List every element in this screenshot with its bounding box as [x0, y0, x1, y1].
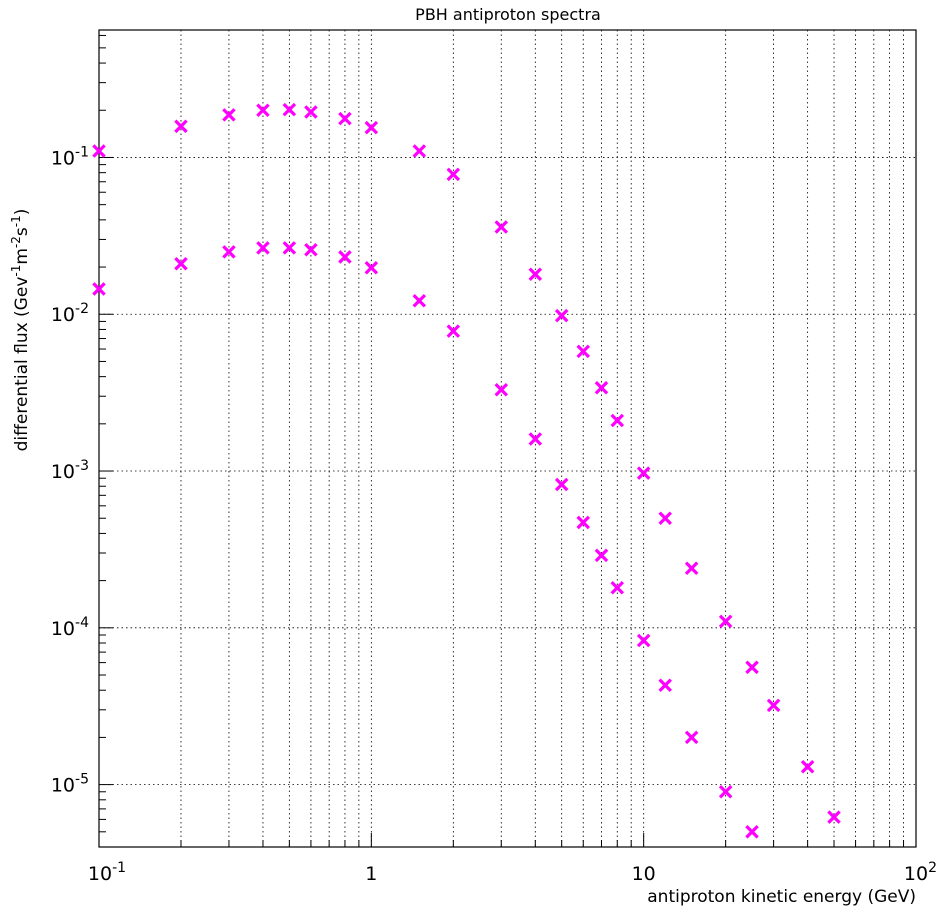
y-axis-title-exp1: -1	[9, 265, 23, 277]
y-tick-label: 10-3	[51, 458, 89, 483]
data-point	[412, 144, 427, 158]
y-axis-title-mid1: m	[12, 248, 32, 265]
data-point	[745, 660, 759, 675]
data-point	[528, 267, 543, 281]
data-point	[446, 324, 461, 338]
chart-title: PBH antiproton spectra	[415, 5, 601, 24]
data-point	[718, 614, 733, 629]
data-point	[256, 241, 270, 255]
axis-ticks	[98, 34, 917, 848]
data-point	[576, 344, 591, 359]
grid	[99, 30, 916, 847]
data-point	[745, 825, 759, 839]
data-points	[92, 102, 841, 839]
data-point	[92, 282, 106, 296]
data-point	[174, 256, 188, 271]
data-point	[256, 103, 270, 118]
data-point	[576, 515, 591, 530]
data-point	[636, 633, 651, 648]
data-point	[658, 678, 672, 693]
data-point	[594, 548, 609, 563]
data-point	[766, 698, 781, 713]
y-axis-title-exp2: -2	[9, 236, 23, 248]
y-axis-title: differential flux (Gev-1m-2s-1)	[9, 209, 32, 452]
data-point	[827, 810, 841, 824]
data-point	[446, 167, 461, 182]
data-point	[174, 119, 188, 134]
data-point	[718, 785, 733, 799]
x-axis-title: antiproton kinetic energy (GeV)	[647, 887, 916, 907]
data-point	[658, 511, 672, 525]
y-axis-title-prefix: differential flux (Gev	[12, 277, 32, 452]
data-point	[412, 293, 427, 308]
data-point	[800, 759, 815, 774]
axis-tick-labels: 10-1 1 10 102 10-5 10-4 10-3 10-2 10-1	[51, 144, 937, 885]
data-point	[610, 413, 625, 428]
data-point	[364, 120, 379, 135]
data-point	[554, 477, 569, 492]
y-tick-label: 10-4	[51, 615, 89, 640]
y-tick-label: 10-2	[51, 301, 89, 326]
data-point	[304, 105, 318, 119]
y-axis-title-exp3: -1	[9, 215, 23, 227]
data-point	[282, 102, 297, 117]
data-point	[528, 432, 543, 446]
x-tick-label: 10-1	[88, 860, 126, 885]
x-tick-label: 1	[365, 863, 377, 885]
data-point	[222, 108, 236, 122]
y-tick-label: 10-5	[51, 772, 89, 797]
y-tick-label: 10-1	[51, 144, 89, 169]
data-point	[684, 561, 699, 575]
data-point	[610, 581, 625, 595]
data-point	[494, 382, 509, 397]
y-axis-title-mid2: s	[12, 227, 32, 236]
data-point	[338, 250, 352, 264]
data-point	[304, 242, 318, 257]
x-tick-label: 102	[904, 860, 937, 885]
data-point	[494, 220, 509, 234]
data-point	[594, 380, 609, 395]
y-axis-title-suffix: )	[12, 209, 32, 216]
data-point	[554, 308, 569, 323]
plot-frame	[98, 29, 917, 848]
data-point	[636, 466, 651, 480]
x-tick-label: 10	[632, 863, 656, 885]
data-point	[222, 245, 236, 259]
data-point	[364, 260, 379, 275]
data-point	[684, 730, 699, 745]
data-point	[282, 241, 297, 255]
data-point	[338, 111, 352, 126]
data-point	[92, 144, 106, 158]
